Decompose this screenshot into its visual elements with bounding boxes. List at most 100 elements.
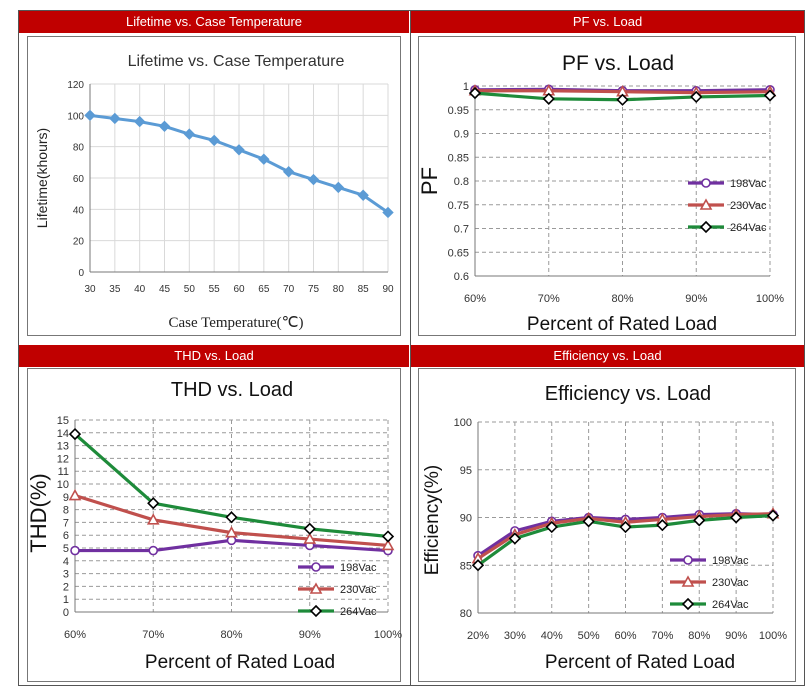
thd-y-tick-label: 14 (57, 428, 69, 440)
thd-data-point-264Vac (68, 427, 82, 441)
thd-data-point-264Vac (303, 522, 316, 535)
pf-legend-marker-230Vac (699, 198, 713, 210)
lifetime-y-tick-label: 80 (73, 143, 85, 154)
thd-y-tick-label: 11 (58, 466, 69, 478)
eff-y-tick-label: 85 (460, 560, 472, 572)
thd-data-point-230Vac (381, 538, 395, 551)
thd-legend-marker-264Vac (309, 604, 323, 618)
thd-legend-label-230Vac: 230Vac (340, 584, 377, 596)
eff-x-tick-label: 80% (688, 630, 710, 642)
lifetime-x-tick-label: 50 (184, 284, 196, 295)
eff-x-axis-label: Percent of Rated Load (545, 652, 735, 673)
lifetime-panel-header: Lifetime vs. Case Temperature (19, 11, 409, 33)
eff-legend-label-230Vac: 230Vac (712, 577, 749, 589)
eff-legend-marker-264Vac (681, 597, 695, 611)
lifetime-x-tick-label: 85 (358, 284, 370, 295)
lifetime-data-point (183, 128, 196, 140)
lifetime-x-tick-label: 40 (134, 284, 146, 295)
lifetime-y-tick-label: 40 (73, 205, 85, 216)
thd-x-tick-label: 80% (220, 629, 242, 641)
thd-chart-box (27, 368, 401, 682)
pf-y-tick-label: 0.75 (448, 200, 469, 212)
thd-chart-title: THD vs. Load (171, 379, 293, 401)
figure-frame (18, 10, 805, 686)
pf-x-tick-label: 90% (685, 293, 707, 305)
pf-data-point-264Vac (468, 86, 482, 100)
eff-y-axis-label: Efficiency(%) (422, 465, 443, 576)
thd-x-tick-label: 100% (374, 629, 402, 641)
thd-y-tick-label: 15 (57, 415, 69, 427)
pf-panel-header: PF vs. Load (411, 11, 804, 33)
lifetime-x-tick-label: 90 (382, 284, 394, 295)
pf-y-tick-label: 0.95 (448, 105, 469, 117)
lifetime-data-point (307, 173, 320, 186)
pf-x-tick-label: 80% (611, 293, 633, 305)
eff-x-tick-label: 90% (725, 630, 747, 642)
thd-x-tick-label: 60% (64, 629, 86, 641)
thd-y-tick-label: 2 (63, 581, 69, 593)
eff-x-tick-label: 30% (504, 630, 526, 642)
thd-panel-header: THD vs. Load (19, 345, 409, 367)
eff-x-tick-label: 20% (467, 630, 489, 642)
thd-data-point-198Vac (226, 535, 237, 546)
lifetime-x-tick-label: 35 (109, 284, 121, 295)
thd-x-axis-label: Percent of Rated Load (145, 652, 335, 673)
pf-y-tick-label: 0.9 (454, 129, 469, 141)
thd-legend-label-198Vac: 198Vac (340, 562, 377, 574)
eff-data-point-264Vac (729, 511, 743, 524)
lifetime-x-tick-label: 45 (159, 284, 171, 295)
pf-legend-label-198Vac: 198Vac (730, 178, 767, 190)
pf-y-tick-label: 0.65 (448, 247, 469, 259)
lifetime-data-point (332, 181, 345, 194)
lifetime-data-point (233, 144, 245, 156)
thd-data-point-230Vac (225, 525, 238, 538)
eff-data-point-264Vac (508, 532, 522, 545)
pf-y-tick-label: 0.8 (454, 176, 469, 188)
eff-data-point-264Vac (766, 509, 780, 522)
lifetime-y-tick-label: 60 (73, 174, 85, 185)
lifetime-y-tick-label: 100 (67, 111, 84, 122)
eff-x-tick-label: 50% (578, 630, 600, 642)
panel-divider (410, 10, 411, 686)
pf-x-tick-label: 60% (464, 293, 486, 305)
eff-chart-title: Efficiency vs. Load (545, 383, 711, 405)
eff-y-tick-label: 95 (460, 465, 472, 477)
thd-data-point-230Vac (303, 532, 317, 544)
thd-y-tick-label: 7 (63, 517, 69, 529)
pf-data-point-264Vac (542, 92, 555, 105)
lifetime-x-tick-label: 70 (283, 284, 295, 295)
lifetime-data-point (158, 120, 171, 133)
thd-data-point-198Vac (70, 545, 80, 556)
eff-data-point-264Vac (619, 520, 632, 534)
eff-data-point-264Vac (693, 514, 706, 527)
pf-x-axis-label: Percent of Rated Load (527, 314, 717, 335)
eff-x-tick-label: 70% (651, 630, 673, 642)
eff-data-point-264Vac (582, 515, 595, 528)
lifetime-chart-title: Lifetime vs. Case Temperature (128, 53, 345, 70)
thd-y-axis-label: THD(%) (26, 473, 51, 552)
eff-data-point-264Vac (545, 520, 558, 534)
eff-y-tick-label: 90 (460, 513, 472, 525)
lifetime-data-point (282, 166, 295, 178)
lifetime-x-tick-label: 55 (209, 284, 221, 295)
eff-legend-label-264Vac: 264Vac (712, 599, 749, 611)
thd-y-tick-label: 4 (63, 556, 69, 568)
thd-legend-marker-198Vac (311, 562, 321, 572)
pf-y-tick-label: 0.6 (454, 271, 469, 283)
pf-chart-box (418, 36, 796, 336)
lifetime-data-point (84, 109, 96, 122)
lifetime-y-tick-label: 0 (78, 268, 84, 279)
eff-x-tick-label: 60% (614, 630, 636, 642)
thd-data-point-230Vac (68, 488, 82, 501)
lifetime-chart-box (27, 36, 401, 336)
thd-legend-marker-230Vac (309, 582, 323, 594)
eff-data-point-264Vac (471, 559, 485, 572)
thd-y-tick-label: 3 (63, 569, 69, 581)
thd-y-tick-label: 1 (63, 594, 69, 606)
lifetime-x-tick-label: 60 (233, 284, 245, 295)
pf-data-point-264Vac (616, 93, 629, 106)
lifetime-y-axis-label: Lifetime(khours) (34, 128, 50, 228)
thd-data-point-264Vac (147, 497, 160, 510)
thd-data-point-198Vac (148, 545, 159, 556)
